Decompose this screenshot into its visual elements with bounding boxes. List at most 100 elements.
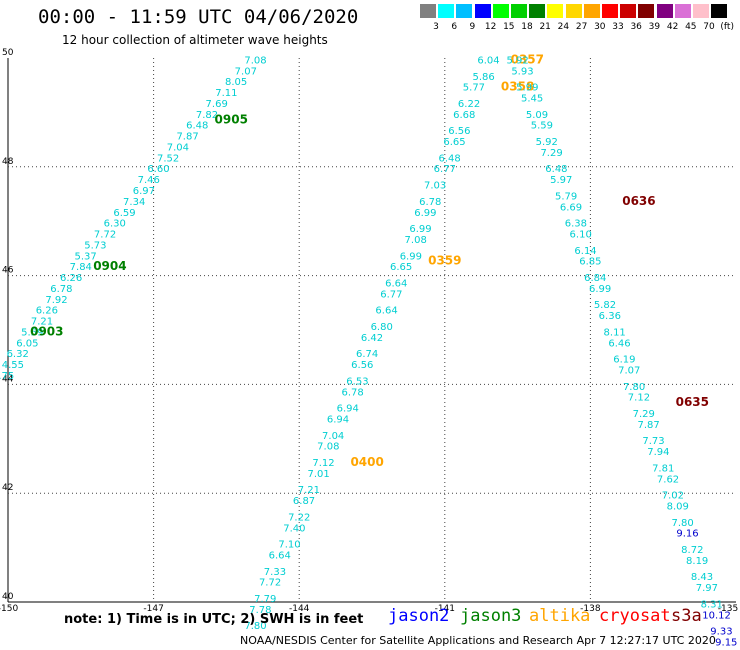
y-tick-label: 46 <box>2 266 14 276</box>
data-point-label: 6.99 <box>589 284 611 295</box>
y-tick-label: 48 <box>2 157 14 167</box>
data-point-label: 6.97 <box>133 186 155 197</box>
data-point-label: 8.19 <box>686 556 708 567</box>
data-point-label: 5.73 <box>84 240 106 251</box>
data-point-label: 6.64 <box>269 550 291 561</box>
y-tick-label: 40 <box>2 592 14 602</box>
data-point-label: 5.45 <box>521 94 543 105</box>
data-point-label: 7.72 <box>94 230 116 241</box>
data-point-label: 7.87 <box>176 132 198 143</box>
data-point-label: 6.99 <box>400 251 422 262</box>
data-point-label: 6.36 <box>599 311 621 322</box>
x-tick-label: -150 <box>0 604 18 614</box>
data-point-label: 5.92 <box>506 55 528 66</box>
y-tick-label: 42 <box>2 483 13 493</box>
data-point-label: 5.86 <box>472 72 494 83</box>
data-point-label: 5.93 <box>511 66 533 77</box>
data-point-label: 7.29 <box>540 148 562 159</box>
data-point-label: 8.72 <box>681 545 703 556</box>
data-point-label: 6.78 <box>419 197 441 208</box>
data-point-label: 7.80 <box>623 382 645 393</box>
data-point-label: 7.62 <box>657 474 679 485</box>
data-point-label: 5.59 <box>531 121 553 132</box>
data-point-label: 6.10 <box>570 230 592 241</box>
data-point-label: 6.53 <box>346 376 368 387</box>
data-point-label: 6.65 <box>443 137 465 148</box>
data-point-label: 7.97 <box>696 583 718 594</box>
data-point-label: 7.29 <box>633 409 655 420</box>
track-time-label: 0635 <box>676 395 709 409</box>
data-point-label: 7.10 <box>278 540 300 551</box>
data-point-label: 7.40 <box>283 523 305 534</box>
data-point-label: 5.09 <box>526 110 548 121</box>
data-point-label: 7.84 <box>70 262 92 273</box>
data-point-label: 6.30 <box>104 219 126 230</box>
data-point-label: 7.80 <box>671 518 693 529</box>
data-point-label: 6.94 <box>337 404 359 415</box>
data-point-label: 6.74 <box>356 349 378 360</box>
data-point-label: 7.52 <box>157 153 179 164</box>
data-point-label: 7.34 <box>123 197 145 208</box>
data-point-label: 6.77 <box>434 164 456 175</box>
data-point-label: 7.03 <box>424 181 446 192</box>
data-point-label: 6.48 <box>186 121 208 132</box>
data-point-label: 8.11 <box>604 327 626 338</box>
data-point-label: 7.72 <box>259 578 281 589</box>
data-point-label: 6.77 <box>380 289 402 300</box>
track-time-label: 0359 <box>428 254 461 268</box>
data-point-label: 7.21 <box>298 485 320 496</box>
data-point-label: 6.56 <box>351 360 373 371</box>
track-time-label: 0905 <box>215 112 248 126</box>
data-point-label: 7.46 <box>138 175 160 186</box>
data-point-label: 7.69 <box>206 99 228 110</box>
satellite-jason2: jason2 <box>388 606 449 626</box>
data-point-label: 7.08 <box>405 235 427 246</box>
data-point-label: 6.69 <box>560 202 582 213</box>
data-point-label: 6.60 <box>147 164 169 175</box>
data-point-label: 6.14 <box>574 246 596 257</box>
data-point-label: 7.08 <box>317 442 339 453</box>
track-time-label: 0636 <box>622 194 655 208</box>
data-point-label: 7.12 <box>312 458 334 469</box>
data-point-label: 7.33 <box>264 567 286 578</box>
data-point-label: 7.04 <box>167 142 189 153</box>
data-point-label: 9.16 <box>676 529 698 540</box>
data-point-label: 6.56 <box>448 126 470 137</box>
data-point-label: 5.97 <box>550 175 572 186</box>
data-point-label: 7.79 <box>254 594 276 605</box>
satellite-s3a: s3a <box>671 606 702 626</box>
data-point-label: 6.46 <box>608 338 630 349</box>
y-tick-label: 50 <box>2 48 14 58</box>
data-point-label: 10.12 <box>702 610 731 621</box>
data-point-label: 6.64 <box>385 278 407 289</box>
altimeter-chart: 00:00 - 11:59 UTC 04/06/2020 12 hour col… <box>0 0 740 650</box>
data-point-label: 5.99 <box>516 83 538 94</box>
data-point-label: 7.94 <box>647 447 669 458</box>
data-point-label: 8.09 <box>667 502 689 513</box>
data-point-label: 6.64 <box>375 306 397 317</box>
data-point-label: 6.99 <box>414 208 436 219</box>
data-point-label: 5.82 <box>594 300 616 311</box>
data-point-label: 6.94 <box>327 414 349 425</box>
data-point-label: 7.07 <box>235 66 257 77</box>
data-point-label: 5.77 <box>463 83 485 94</box>
data-point-label: 6.42 <box>361 333 383 344</box>
data-point-label: 7.92 <box>45 295 67 306</box>
data-point-label: 5.92 <box>536 137 558 148</box>
satellite-altika: altika <box>529 606 590 626</box>
data-point-label: 6.05 <box>16 338 38 349</box>
footer-note: note: 1) Time is in UTC; 2) SWH is in fe… <box>64 612 363 627</box>
data-point-label: 6.80 <box>371 322 393 333</box>
data-point-label: 7.22 <box>288 512 310 523</box>
data-point-label: 6.19 <box>613 355 635 366</box>
data-point-label: 6.78 <box>341 387 363 398</box>
data-point-label: 6.59 <box>113 208 135 219</box>
data-point-label: 9.15 <box>715 638 737 649</box>
data-point-label: 6.04 <box>477 55 499 66</box>
data-point-label: 6.48 <box>439 153 461 164</box>
data-point-label: 6.26 <box>36 306 58 317</box>
data-point-label: 8.31 <box>701 599 723 610</box>
data-point-label: 7.02 <box>662 491 684 502</box>
data-point-label: 7.08 <box>244 55 266 66</box>
satellite-jason3: jason3 <box>460 606 521 626</box>
